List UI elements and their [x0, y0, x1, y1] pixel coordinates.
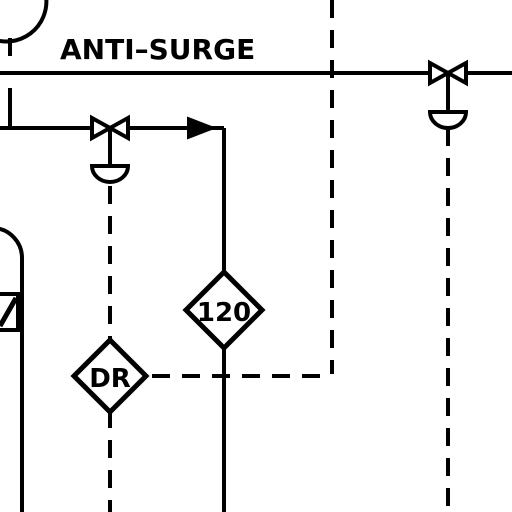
flow-arrow-icon	[187, 116, 217, 140]
vessel-left-arc	[0, 227, 25, 512]
valve-1-body	[90, 114, 115, 142]
valve-1-body-right	[105, 114, 130, 142]
hatch-box	[0, 292, 20, 332]
valve-1-actuator	[89, 164, 131, 184]
instrument-diamond-120: 120	[182, 268, 266, 352]
tag-dr-label: DR	[89, 364, 131, 394]
valve-2-actuator	[427, 110, 469, 130]
valve-2-body-right	[443, 59, 468, 87]
control-valve-1	[89, 114, 131, 184]
hatch-line	[0, 296, 19, 328]
instrument-diamond-dr: DR	[70, 336, 150, 416]
vessel-top-arc	[0, 0, 49, 44]
tag-120-label: 120	[197, 298, 251, 328]
control-valve-2	[427, 59, 469, 130]
anti-surge-label: ANTI–SURGE	[60, 33, 255, 66]
valve-2-body	[428, 59, 453, 87]
